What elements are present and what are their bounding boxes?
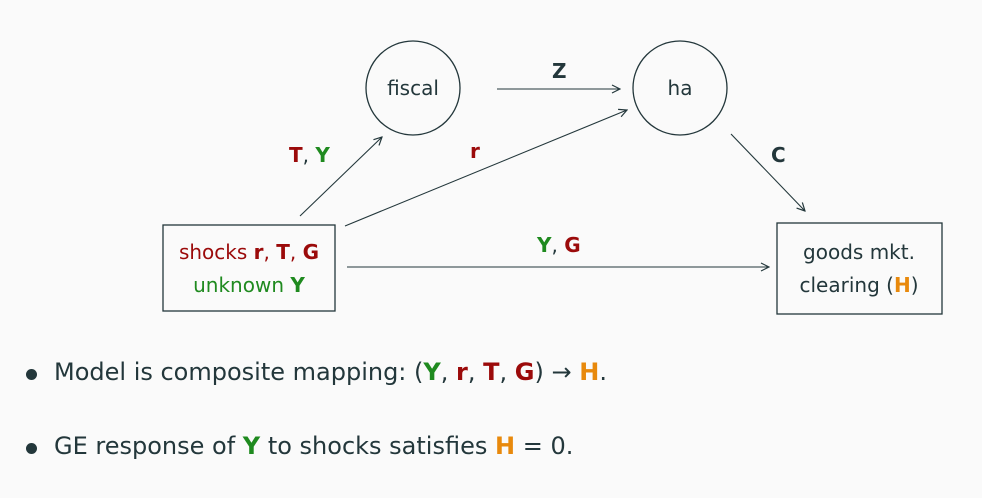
bullet-item-ge-response: GE response of Y to shocks satisfies H =… (22, 434, 607, 464)
shocks-T: T (276, 240, 290, 264)
bullet-1-arrow: ) → (534, 358, 580, 386)
bullet-item-composite-mapping: Model is composite mapping: (Y, r, T, G)… (22, 360, 607, 390)
edge-label-comma: , (303, 143, 316, 167)
bullet-1-prefix: Model is composite mapping: ( (54, 358, 424, 386)
node-shocks: shocks r, T, G unknown Y (162, 224, 336, 312)
edge-label-Y: Y (314, 143, 330, 167)
unknown-Y: Y (289, 273, 305, 297)
dag-diagram: fiscal ha shocks r, T, G unknown Y goods… (162, 40, 943, 315)
bullet-1-suffix: . (599, 358, 607, 386)
bullet-1-sep1: , (440, 358, 457, 386)
shocks-G: G (303, 240, 319, 264)
node-fiscal-label: fiscal (387, 76, 439, 100)
edge-label-Z: Z (552, 59, 567, 83)
bullet-2-H: H (494, 432, 516, 460)
goods-line2-prefix: clearing ( (800, 273, 894, 297)
node-goods-market: goods mkt. clearing (H) (776, 222, 943, 315)
bullet-list: Model is composite mapping: (Y, r, T, G)… (22, 360, 607, 464)
bullet-1-sep2: , (467, 358, 484, 386)
edge-label-r: r (470, 139, 480, 163)
node-goods-line1: goods mkt. (803, 240, 915, 264)
bullet-2-suffix: = 0. (515, 432, 574, 460)
edge-label-C: C (771, 143, 786, 167)
bullet-dot (26, 369, 37, 380)
node-ha: ha (632, 40, 728, 136)
goods-line2-suffix: ) (911, 273, 919, 297)
shocks-prefix: shocks (179, 240, 254, 264)
goods-H: H (894, 273, 911, 297)
unknown-prefix: unknown (193, 273, 290, 297)
edge-label-goods-G: G (564, 233, 580, 257)
bullet-dot (26, 443, 37, 454)
node-goods-line2: clearing (H) (800, 273, 919, 297)
edge-label-goods-comma: , (551, 233, 564, 257)
node-shocks-line2: unknown Y (193, 273, 305, 297)
node-fiscal: fiscal (365, 40, 461, 136)
bullet-2-Y: Y (242, 432, 261, 460)
edge-ha-to-goods (730, 133, 805, 211)
bullet-2-prefix: GE response of (54, 432, 243, 460)
edge-shocks-to-ha (344, 110, 627, 227)
shocks-comma-2: , (290, 240, 303, 264)
node-shocks-line1: shocks r, T, G (179, 240, 319, 264)
bullet-1-r: r (456, 358, 468, 386)
node-ha-label: ha (668, 76, 693, 100)
bullet-1-T: T (483, 358, 500, 386)
edge-label-T: T (289, 143, 303, 167)
edge-label-Y-G: Y, G (536, 233, 581, 257)
edge-label-goods-Y: Y (536, 233, 552, 257)
shocks-comma-1: , (264, 240, 277, 264)
edge-shocks-to-fiscal (299, 137, 382, 217)
edge-label-T-Y: T, Y (289, 143, 330, 167)
bullet-1-sep3: , (499, 358, 515, 386)
bullet-2-middle: to shocks satisfies (260, 432, 495, 460)
bullet-1-G: G (514, 358, 535, 386)
bullet-1-H: H (579, 358, 600, 386)
shocks-r: r (254, 240, 264, 264)
bullet-1-Y: Y (423, 358, 441, 386)
